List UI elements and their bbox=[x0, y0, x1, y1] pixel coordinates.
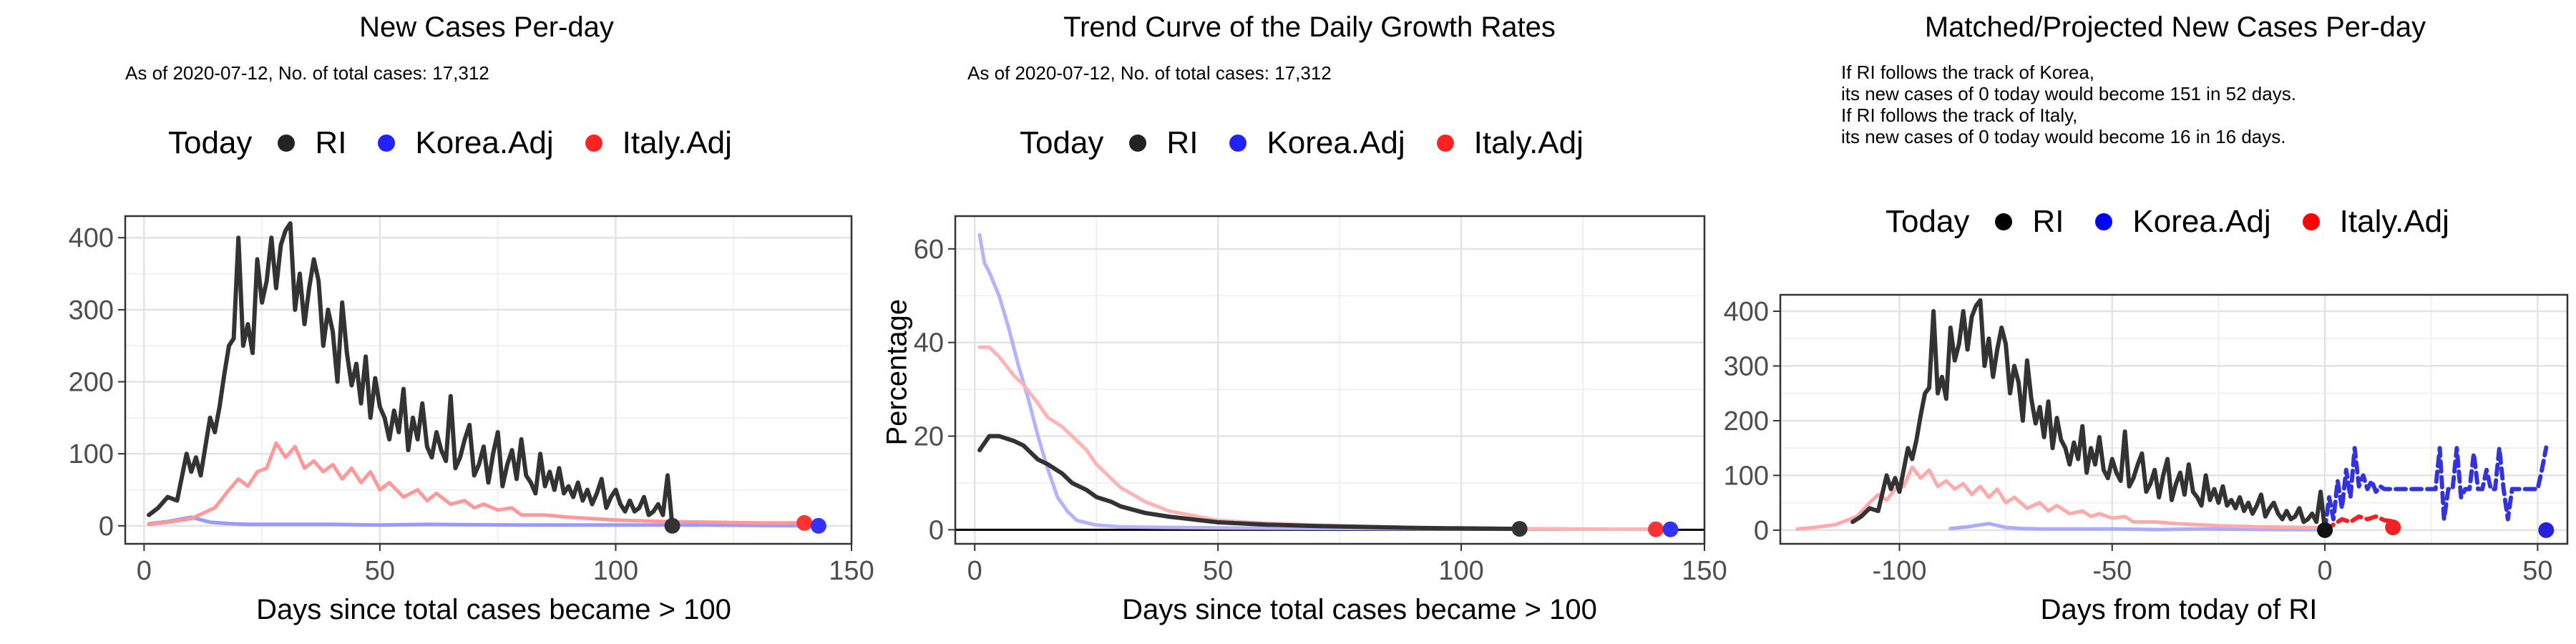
legend-title: Today bbox=[1020, 125, 1104, 160]
legend-italy-label: Italy.Adj bbox=[1473, 125, 1584, 160]
series-line-korea-adj bbox=[1948, 522, 2327, 532]
chart-panel-projected: Matched/Projected New Cases Per-day If R… bbox=[1717, 0, 2576, 644]
legend-ri-label: RI bbox=[2032, 204, 2064, 239]
x-tick-label: 50 bbox=[2522, 556, 2552, 586]
projection-note-line: its new cases of 0 today would become 15… bbox=[1841, 83, 2296, 104]
plot-series-group bbox=[1795, 298, 2549, 532]
x-tick-label: 0 bbox=[137, 556, 152, 586]
legend-italy-label: Italy.Adj bbox=[622, 125, 732, 160]
y-tick-label: 200 bbox=[69, 368, 114, 398]
legend-italy-label: Italy.Adj bbox=[2339, 204, 2449, 239]
chart-legend: Today RI Korea.Adj Italy.Adj bbox=[1885, 204, 2449, 240]
chart-legend: Today RI Korea.Adj Italy.Adj bbox=[1020, 125, 1584, 161]
legend-ri-label: RI bbox=[315, 125, 347, 160]
y-tick-label: 40 bbox=[914, 328, 944, 358]
y-tick-label: 400 bbox=[69, 223, 114, 253]
legend-title: Today bbox=[168, 125, 253, 160]
x-tick-label: 150 bbox=[1682, 556, 1727, 586]
plot-border bbox=[954, 215, 1706, 545]
chart-title: Trend Curve of the Daily Growth Rates bbox=[1063, 11, 1556, 43]
x-tick-label: 0 bbox=[2318, 556, 2333, 586]
plot-projected: -100 -50 0 50 0 100 200 300 400 bbox=[1724, 293, 2569, 586]
series-line-korea-adj bbox=[977, 233, 1672, 532]
legend-korea-swatch bbox=[1229, 135, 1247, 152]
x-tick-label: 100 bbox=[1438, 556, 1483, 586]
projection-note: If RI follows the track of Korea, its new… bbox=[1841, 62, 2296, 147]
y-tick-label: 300 bbox=[1724, 351, 1769, 381]
series-line-korea-adj-projected bbox=[2323, 445, 2549, 532]
legend-korea-swatch bbox=[378, 135, 396, 152]
legend-ri-swatch bbox=[1129, 135, 1147, 152]
legend-korea-label: Korea.Adj bbox=[415, 125, 554, 160]
series-line-ri bbox=[1850, 298, 2328, 532]
y-tick-label: 100 bbox=[1724, 461, 1769, 491]
x-tick-label: 0 bbox=[967, 556, 982, 586]
plot-series-group bbox=[147, 221, 821, 528]
chart-subtitle: As of 2020-07-12, No. of total cases: 17… bbox=[125, 62, 489, 84]
legend-ri-swatch bbox=[278, 135, 296, 152]
x-tick-label: 50 bbox=[365, 556, 395, 586]
legend-ri-swatch bbox=[1995, 213, 2013, 230]
y-tick-label: 20 bbox=[914, 422, 944, 452]
today-point-korea-adj bbox=[1662, 521, 1679, 537]
x-axis-label: Days since total cases became > 100 bbox=[256, 594, 731, 625]
today-point-ri bbox=[664, 517, 680, 534]
chart-title: Matched/Projected New Cases Per-day bbox=[1924, 11, 2426, 43]
today-point-italy-adj bbox=[796, 514, 813, 531]
projection-note-line: If RI follows the track of Korea, bbox=[1841, 62, 2095, 83]
series-line-italy-adj bbox=[147, 441, 806, 527]
plot-growth-rates: 0 50 100 150 0 20 40 60 bbox=[914, 215, 1727, 586]
series-line-italy-adj bbox=[1795, 465, 2327, 531]
legend-title: Today bbox=[1885, 204, 1970, 239]
chart-title: New Cases Per-day bbox=[359, 11, 614, 43]
x-tick-label: 50 bbox=[1203, 556, 1233, 586]
legend-korea-label: Korea.Adj bbox=[2132, 204, 2271, 239]
chart-panel-new-cases: New Cases Per-day As of 2020-07-12, No. … bbox=[0, 0, 874, 644]
series-line-korea-adj bbox=[147, 515, 821, 528]
chart-legend: Today RI Korea.Adj Italy.Adj bbox=[168, 125, 732, 161]
y-tick-label: 0 bbox=[929, 515, 944, 545]
legend-korea-label: Korea.Adj bbox=[1267, 125, 1405, 160]
legend-ri-label: RI bbox=[1166, 125, 1199, 160]
y-tick-label: 400 bbox=[1724, 297, 1769, 327]
y-tick-label: 60 bbox=[914, 235, 944, 265]
series-line-italy-adj-projected bbox=[2323, 514, 2396, 532]
today-point-italy-adj bbox=[1648, 521, 1664, 537]
legend-italy-swatch bbox=[585, 135, 602, 152]
today-point-ri bbox=[1511, 521, 1528, 537]
legend-italy-swatch bbox=[1436, 135, 1454, 152]
y-tick-label: 200 bbox=[1724, 406, 1769, 436]
series-line-ri bbox=[977, 434, 1522, 532]
plot-border bbox=[1779, 293, 2569, 545]
x-tick-label: -50 bbox=[2092, 556, 2132, 586]
legend-korea-swatch bbox=[2095, 213, 2113, 230]
x-tick-label: -100 bbox=[1872, 556, 1926, 586]
x-axis-label: Days since total cases became > 100 bbox=[1122, 594, 1597, 625]
legend-italy-swatch bbox=[2302, 213, 2320, 230]
plot-background bbox=[125, 216, 852, 544]
plot-new-cases: 0 50 100 150 0 100 200 300 400 bbox=[69, 215, 874, 586]
plot-background bbox=[1780, 295, 2567, 544]
today-point-ri bbox=[2317, 522, 2333, 538]
projection-note-line: If RI follows the track of Italy, bbox=[1841, 104, 2078, 126]
x-tick-label: 100 bbox=[593, 556, 638, 586]
y-tick-label: 100 bbox=[69, 439, 114, 469]
chart-subtitle: As of 2020-07-12, No. of total cases: 17… bbox=[967, 62, 1332, 84]
plot-background bbox=[955, 216, 1704, 544]
y-tick-label: 0 bbox=[1754, 516, 1769, 546]
projection-note-line: its new cases of 0 today would become 16… bbox=[1841, 126, 2286, 147]
plot-series-group bbox=[955, 233, 1704, 532]
plot-border bbox=[124, 215, 853, 545]
today-point-italy-adj bbox=[2385, 519, 2401, 536]
series-line-ri bbox=[147, 221, 675, 528]
y-tick-label: 300 bbox=[69, 296, 114, 326]
today-point-korea-adj bbox=[2538, 522, 2555, 538]
today-point-korea-adj bbox=[810, 517, 826, 534]
y-tick-label: 0 bbox=[99, 512, 114, 542]
x-axis-label: Days from today of RI bbox=[2040, 594, 2318, 625]
chart-panel-growth-rates: Trend Curve of the Daily Growth Rates As… bbox=[859, 0, 1727, 644]
x-tick-label: 150 bbox=[829, 556, 874, 586]
